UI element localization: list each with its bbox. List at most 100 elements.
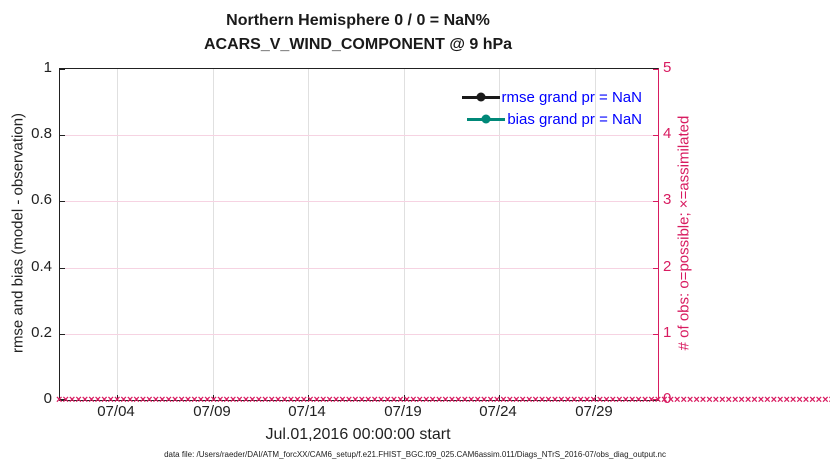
- assimilated-x-marker: ×: [654, 394, 662, 406]
- assimilated-x-marker: ×: [152, 394, 159, 406]
- x-tick-label: 07/14: [288, 403, 326, 420]
- x-tick-label: 07/19: [384, 403, 422, 420]
- x-tick-label: 07/29: [575, 403, 613, 420]
- vertical-gridline: [595, 69, 596, 400]
- right-axis-tick: [653, 399, 658, 400]
- assimilated-x-marker: ×: [641, 394, 649, 406]
- assimilated-x-marker: ×: [455, 394, 462, 406]
- assimilated-x-marker: ×: [352, 394, 359, 406]
- assimilated-x-marker: ×: [249, 394, 256, 406]
- horizontal-gridline: [60, 135, 658, 136]
- assimilated-x-marker: ×: [764, 394, 771, 406]
- left-axis-tick: [60, 201, 65, 202]
- right-y-tick-label: 0: [663, 390, 672, 407]
- legend-label-bias: bias grand pr = NaN: [507, 110, 642, 128]
- assimilated-x-marker: ×: [777, 394, 784, 406]
- left-y-axis-label: rmse and bias (model - observation): [9, 112, 27, 354]
- bottom-axis-tick: [213, 395, 214, 400]
- rmse-dot-marker: [476, 92, 486, 102]
- assimilated-x-marker: ×: [159, 394, 166, 406]
- assimilated-x-marker: ×: [789, 394, 797, 406]
- assimilated-x-marker: ×: [448, 394, 456, 406]
- vertical-gridline: [308, 69, 309, 400]
- bottom-axis-tick: [404, 395, 405, 400]
- left-y-tick-label: 0.6: [31, 191, 52, 208]
- assimilated-x-marker: ×: [68, 394, 76, 406]
- left-axis-tick: [60, 135, 65, 136]
- vertical-gridline: [404, 69, 405, 400]
- right-axis-tick: [653, 135, 658, 136]
- left-y-tick-label: 1: [43, 59, 52, 76]
- data-file-caption: data file: /Users/raeder/DAI/ATM_forcXX/…: [164, 450, 666, 459]
- bottom-axis-tick: [117, 395, 118, 400]
- x-tick-label: 07/09: [193, 403, 231, 420]
- rmse-line-sample: [461, 92, 500, 102]
- assimilated-x-marker: ×: [822, 394, 829, 406]
- assimilated-x-marker: ×: [712, 394, 720, 406]
- assimilated-x-marker: ×: [551, 394, 559, 406]
- assimilated-x-marker: ×: [796, 394, 803, 406]
- assimilated-x-marker: ×: [442, 394, 449, 406]
- assimilated-x-marker: ×: [809, 394, 816, 406]
- plot-title-line1: Northern Hemisphere 0 / 0 = NaN%: [226, 12, 490, 29]
- right-y-tick-label: 2: [663, 258, 672, 275]
- bias-dot-marker: [481, 114, 491, 124]
- assimilated-x-marker: ×: [757, 394, 765, 406]
- vertical-gridline: [117, 69, 118, 400]
- bottom-axis-tick: [499, 395, 500, 400]
- x-tick-label: 07/04: [97, 403, 135, 420]
- legend-entry-rmse: rmse grand pr = NaN: [461, 88, 642, 106]
- assimilated-x-marker: ×: [648, 394, 655, 406]
- assimilated-x-marker: ×: [56, 394, 63, 406]
- assimilated-x-marker: ×: [358, 394, 365, 406]
- assimilated-x-marker: ×: [165, 394, 172, 406]
- vertical-gridline: [499, 69, 500, 400]
- assimilated-x-marker: ×: [770, 394, 777, 406]
- right-y-tick-label: 3: [663, 191, 672, 208]
- vertical-gridline: [213, 69, 214, 400]
- bottom-axis-tick: [308, 395, 309, 400]
- assimilated-x-marker: ×: [262, 394, 269, 406]
- left-y-tick-label: 0.8: [31, 125, 52, 142]
- right-y-axis-label: # of obs: o=possible; ×=assimilated: [675, 115, 693, 351]
- assimilated-x-marker: ×: [255, 394, 262, 406]
- assimilated-x-marker: ×: [802, 394, 810, 406]
- right-axis-tick: [653, 69, 658, 70]
- bottom-axis-tick: [595, 395, 596, 400]
- right-axis-tick: [653, 268, 658, 269]
- legend-label-rmse: rmse grand pr = NaN: [501, 88, 642, 106]
- x-tick-label: 07/24: [479, 403, 517, 420]
- left-y-tick-label: 0.2: [31, 324, 52, 341]
- assimilated-x-marker: ×: [751, 394, 758, 406]
- bias-line-sample: [467, 114, 506, 124]
- assimilated-x-marker: ×: [62, 394, 69, 406]
- right-y-tick-label: 1: [663, 324, 672, 341]
- assimilated-x-marker: ×: [731, 394, 739, 406]
- left-y-tick-label: 0.4: [31, 258, 52, 275]
- assimilated-x-marker: ×: [725, 394, 732, 406]
- assimilated-x-marker: ×: [719, 394, 726, 406]
- legend-entry-bias: bias grand pr = NaN: [467, 110, 642, 128]
- horizontal-gridline: [60, 268, 658, 269]
- assimilated-x-marker: ×: [635, 394, 642, 406]
- assimilated-x-marker: ×: [628, 394, 636, 406]
- left-axis-tick: [60, 399, 65, 400]
- right-y-tick-label: 5: [663, 59, 672, 76]
- x-axis-label: Jul.01,2016 00:00:00 start: [265, 426, 451, 443]
- assimilated-x-marker: ×: [345, 394, 353, 406]
- assimilated-x-marker: ×: [538, 394, 546, 406]
- assimilated-x-marker: ×: [783, 394, 790, 406]
- assimilated-x-marker: ×: [744, 394, 752, 406]
- assimilated-x-marker: ×: [532, 394, 539, 406]
- horizontal-gridline: [60, 334, 658, 335]
- left-axis-tick: [60, 69, 65, 70]
- left-axis-tick: [60, 334, 65, 335]
- assimilated-x-marker: ×: [545, 394, 552, 406]
- left-axis-tick: [60, 268, 65, 269]
- right-y-tick-label: 4: [663, 125, 672, 142]
- assimilated-x-marker: ×: [706, 394, 713, 406]
- horizontal-gridline: [60, 201, 658, 202]
- right-axis-tick: [653, 201, 658, 202]
- plot-title-line2: ACARS_V_WIND_COMPONENT @ 9 hPa: [203, 36, 513, 53]
